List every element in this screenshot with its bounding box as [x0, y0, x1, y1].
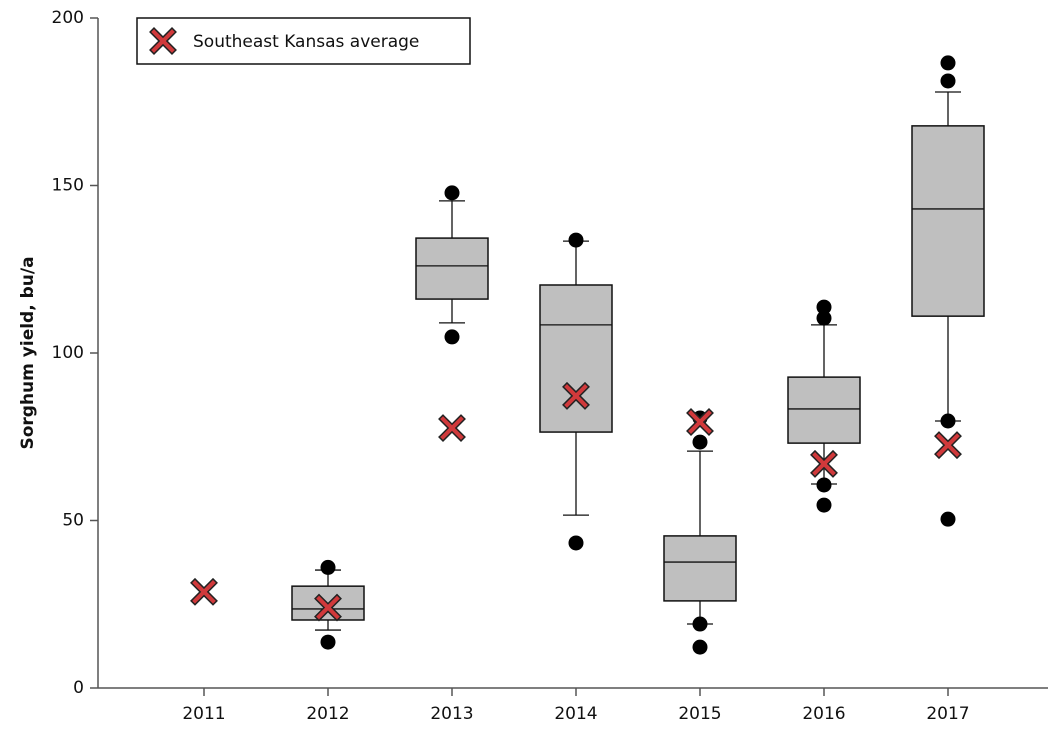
y-tick-label: 200 [52, 8, 84, 28]
cross-stroke [688, 410, 712, 434]
cross-stroke [812, 452, 836, 476]
outlier [816, 310, 832, 326]
x-tick-label: 2011 [182, 704, 225, 724]
outlier [320, 634, 336, 650]
average-marker [562, 381, 590, 410]
y-tick-label: 50 [62, 511, 84, 531]
cross-stroke [564, 384, 588, 408]
box [911, 125, 985, 317]
x-tick-label: 2012 [306, 704, 349, 724]
outlier [692, 434, 708, 450]
average-marker [686, 408, 714, 436]
outlier [692, 639, 708, 655]
x-tick-label: 2017 [926, 704, 969, 724]
legend-label: Southeast Kansas average [193, 32, 419, 52]
outlier [816, 299, 832, 315]
outlier [816, 497, 832, 513]
average-marker [438, 414, 466, 442]
x-tick-label: 2014 [554, 704, 597, 724]
outlier [444, 329, 460, 345]
outlier [568, 232, 584, 248]
box [787, 376, 861, 444]
outlier [816, 477, 832, 493]
x-tick-label: 2016 [802, 704, 845, 724]
outlier [940, 55, 956, 71]
box [539, 284, 613, 433]
outlier [444, 185, 460, 201]
x-tick-label: 2015 [678, 704, 721, 724]
y-tick-label: 0 [73, 678, 84, 698]
average-marker [934, 431, 962, 460]
legend-marker [149, 27, 177, 55]
x-tick-label: 2013 [430, 704, 473, 724]
outlier [568, 535, 584, 551]
cross-stroke [151, 29, 175, 53]
legend [136, 17, 471, 65]
cross-stroke [440, 416, 464, 440]
outlier [320, 559, 336, 575]
outlier [940, 413, 956, 429]
y-tick-label: 150 [52, 176, 84, 196]
y-tick-label: 100 [52, 343, 84, 363]
outlier [692, 616, 708, 632]
outlier [940, 511, 956, 527]
average-marker [810, 449, 838, 478]
average-marker [314, 593, 342, 622]
box [415, 237, 489, 300]
average-marker [190, 577, 218, 606]
cross-stroke [316, 595, 340, 620]
outlier [940, 73, 956, 89]
y-axis-label: Sorghum yield, bu/a [18, 256, 38, 449]
cross-stroke [192, 580, 216, 604]
cross-stroke [936, 433, 960, 457]
box [663, 535, 737, 602]
